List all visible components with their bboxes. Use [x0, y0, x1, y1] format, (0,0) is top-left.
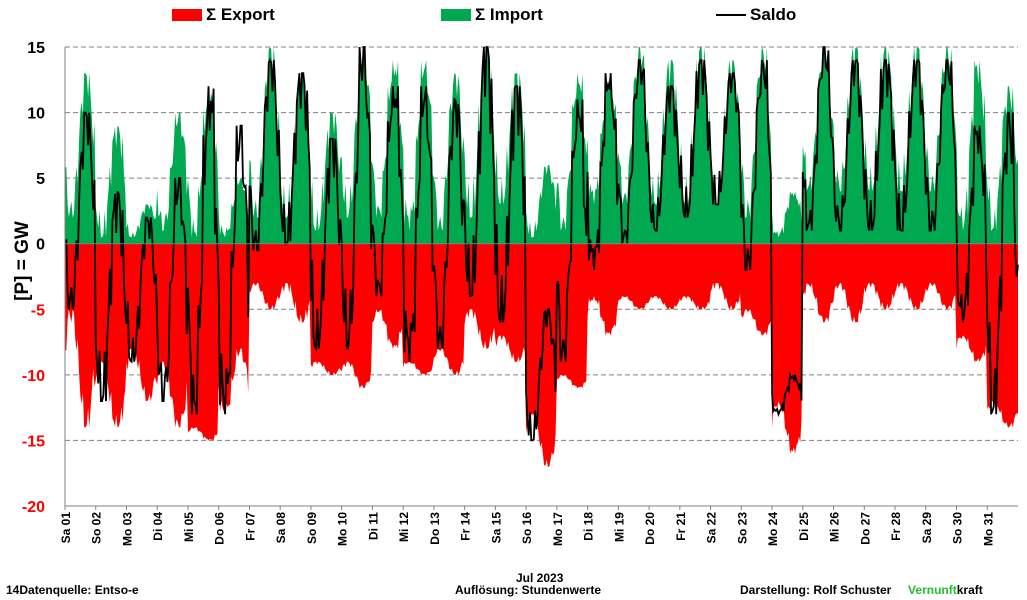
import-area — [65, 47, 1018, 244]
y-tick-labels: -20 -15 -10 -5 0 5 10 15 — [22, 40, 45, 516]
legend-saldo-label: Saldo — [750, 5, 797, 24]
legend-saldo-swatch — [716, 14, 746, 16]
x-tick-label: So 23 — [735, 512, 749, 544]
x-tick-label: Sa 01 — [59, 512, 73, 544]
x-tick-label: Fr 28 — [889, 512, 903, 541]
x-tick-label: Mo 31 — [981, 512, 995, 546]
x-tick-label: Do 13 — [428, 512, 442, 545]
brand-vernunft: Vernunft — [908, 583, 957, 597]
legend-import: Σ Import — [441, 4, 543, 26]
x-tick-label: Mo 17 — [551, 512, 565, 546]
legend-import-swatch — [441, 9, 471, 21]
y-tick-label: -5 — [31, 302, 45, 319]
x-tick-label: So 16 — [520, 512, 534, 544]
y-tick-label: 10 — [27, 106, 45, 123]
x-tick-label: So 30 — [951, 512, 965, 544]
x-tick-label: Di 18 — [582, 512, 596, 541]
x-tick-labels: Sa 01 So 02 Mo 03 Di 04 Mi 05 Do 06 Fr 07 Sa 08… — [59, 512, 995, 546]
y-tick-label: 5 — [36, 171, 45, 188]
area-series — [64, 46, 1019, 467]
y-tick-label: -15 — [22, 433, 45, 450]
legend-export-swatch — [172, 9, 202, 21]
y-tick-label: -20 — [22, 499, 45, 516]
x-tick-label: Mi 12 — [397, 512, 411, 542]
x-tick-label: Di 04 — [151, 512, 165, 541]
footer-source: 14Datenquelle: Entso-e — [6, 583, 139, 597]
y-tick-label: 0 — [36, 237, 45, 254]
x-tick-label: Mo 10 — [336, 512, 350, 546]
x-tick-label: Fr 07 — [243, 512, 257, 541]
x-tick-label: Sa 22 — [705, 512, 719, 544]
x-tick-label: Do 27 — [858, 512, 872, 545]
y-tick-label: -10 — [22, 368, 45, 385]
y-tick-label: 15 — [27, 40, 45, 57]
x-tick-label: Di 11 — [366, 512, 380, 540]
month-label: Jul 2023 — [516, 571, 564, 585]
legend-export: Σ Export — [172, 4, 275, 26]
x-tick-label: Fr 14 — [459, 512, 473, 541]
x-tick-label: Mi 05 — [182, 512, 196, 542]
x-tick-label: Sa 08 — [274, 512, 288, 544]
x-tick-label: Fr 21 — [674, 512, 688, 541]
x-tick-label: Mo 03 — [120, 512, 134, 546]
x-tick-label: Mi 26 — [828, 512, 842, 542]
brand-kraft: kraft — [956, 583, 983, 597]
x-tick-label: Do 20 — [643, 512, 657, 545]
footer-resolution: Auflösung: Stundenwerte — [455, 583, 601, 597]
footer-author-text: Darstellung: Rolf Schuster — [740, 583, 892, 597]
footer-author: Darstellung: Rolf Schuster Vernunftkraft — [740, 583, 983, 597]
x-tick-label: Sa 29 — [920, 512, 934, 544]
legend-import-label: Σ Import — [475, 5, 543, 24]
x-tick-label: Mi 19 — [612, 512, 626, 542]
x-tick-label: So 02 — [90, 512, 104, 544]
x-tick-label: Di 25 — [797, 512, 811, 541]
legend-export-label: Σ Export — [206, 5, 275, 24]
x-tick-label: Do 06 — [213, 512, 227, 545]
x-tick-label: So 09 — [305, 512, 319, 544]
y-axis-title: [P] = GW — [12, 221, 33, 301]
x-tick-label: Mo 24 — [766, 512, 780, 546]
saldo-line — [64, 46, 1019, 442]
x-tick-label: Sa 15 — [489, 512, 503, 544]
legend-saldo: Saldo — [716, 4, 796, 26]
